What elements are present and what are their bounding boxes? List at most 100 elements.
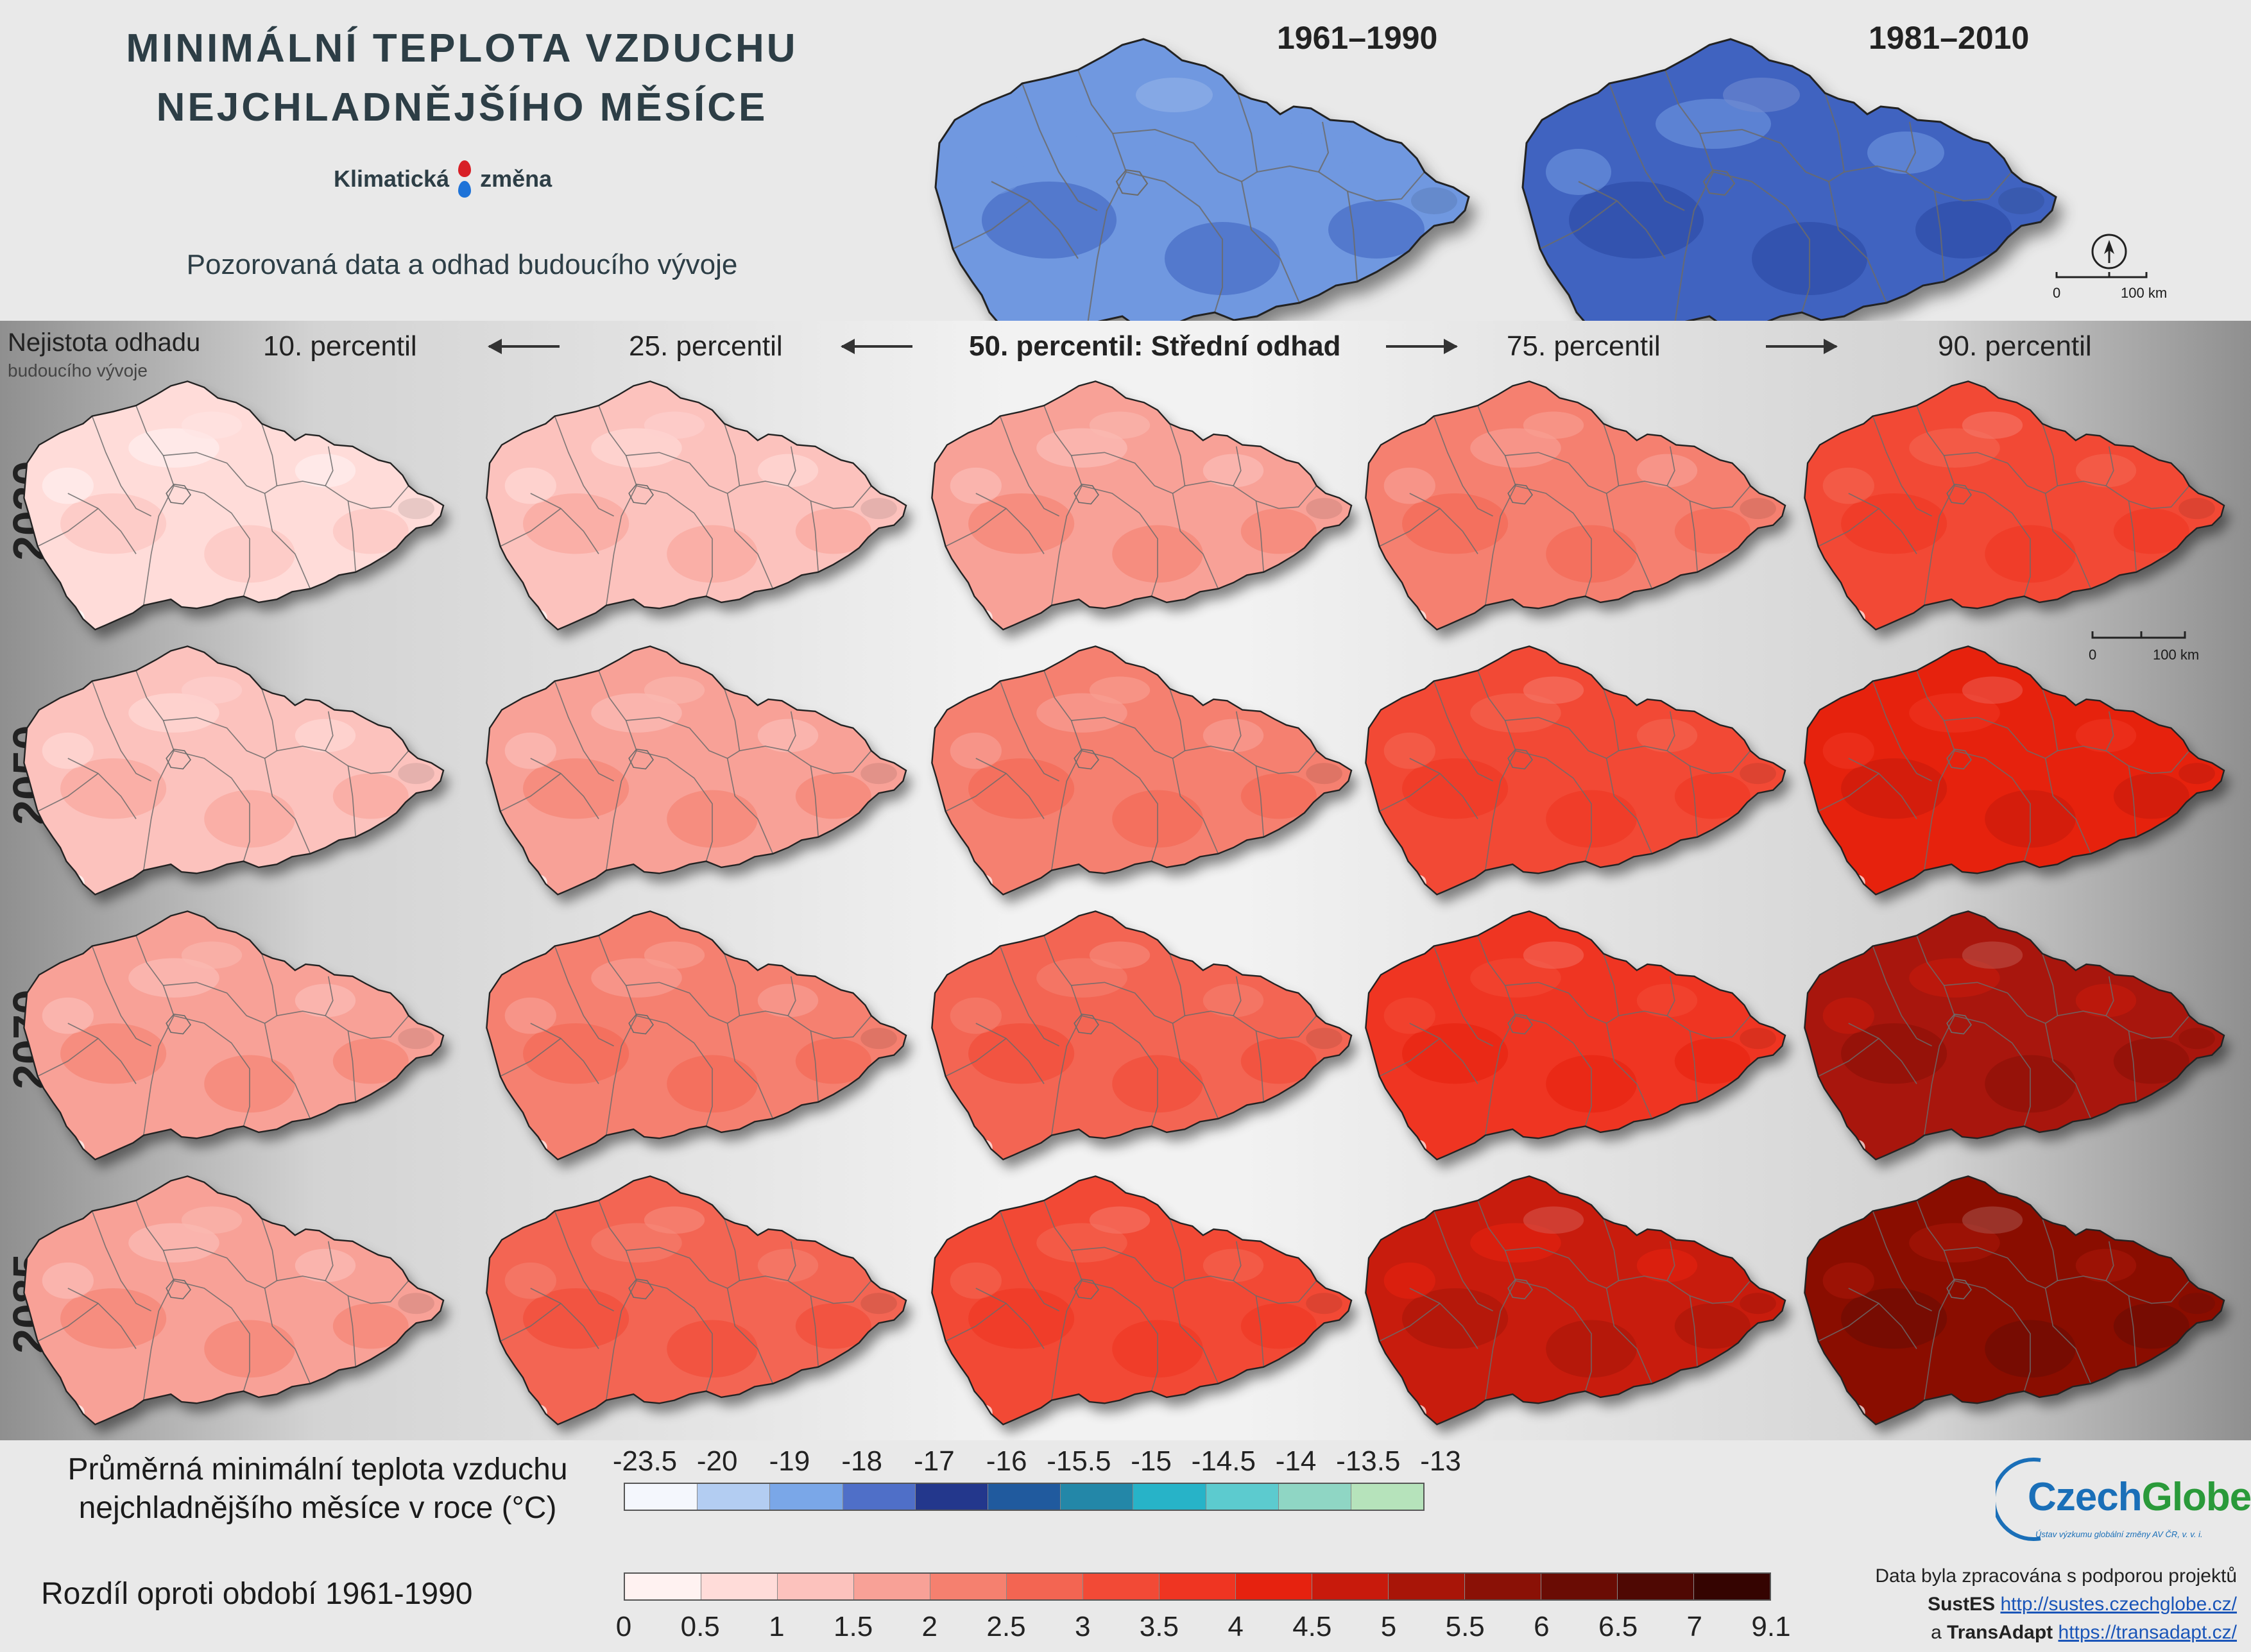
map-2070-col-5 — [1803, 910, 2227, 1162]
map-2070-col-1 — [22, 910, 447, 1162]
legend-absolute-title-2: nejchladnějšího měsíce v roce (°C) — [78, 1491, 557, 1525]
map-2050-col-4 — [1364, 645, 1788, 898]
legend-swatch — [1351, 1484, 1424, 1510]
map-2030-col-3 — [930, 380, 1355, 633]
map-2085-col-1 — [22, 1175, 447, 1427]
legend-tick-label: 0.5 — [680, 1611, 720, 1642]
legend-absolute-title-1: Průměrná minimální teplota vzduchu — [67, 1452, 568, 1486]
legend-tick-label: -14 — [1275, 1445, 1317, 1477]
legend-swatch — [625, 1574, 701, 1599]
map-2085-col-3 — [930, 1175, 1355, 1427]
legend-tick-label: 9.1 — [1751, 1611, 1791, 1642]
title-line-2: NEJCHLADNĚJŠÍHO MĚSÍCE — [156, 85, 768, 130]
legend-tick-label: -16 — [986, 1445, 1027, 1477]
legend-swatch — [1541, 1574, 1618, 1599]
map-2070-col-2 — [485, 910, 909, 1162]
title-line-1: MINIMÁLNÍ TEPLOTA VZDUCHU — [126, 26, 798, 71]
uncertainty-sublabel: budoucího vývoje — [8, 361, 148, 380]
legend-difference-title: Rozdíl oproti období 1961-1990 — [41, 1577, 473, 1611]
legend-tick-label: -18 — [841, 1445, 882, 1477]
column-header-10: 10. percentil — [263, 330, 417, 362]
legend-swatch — [698, 1484, 771, 1510]
legend-tick-label: -17 — [914, 1445, 955, 1477]
legend-tick-label: 3 — [1074, 1611, 1091, 1642]
legend-swatch — [1133, 1484, 1206, 1510]
legend-swatch — [1160, 1574, 1236, 1599]
legend-tick-label: 5.5 — [1445, 1611, 1485, 1642]
legend-tick-label: 2.5 — [986, 1611, 1026, 1642]
map-2085-col-5 — [1803, 1175, 2227, 1427]
legend-difference-colorbar — [624, 1572, 1771, 1601]
credits-link-1[interactable]: http://sustes.czechglobe.cz/ — [2000, 1594, 2237, 1615]
czech-map-svg — [1521, 38, 2057, 356]
map-2050-col-2 — [485, 645, 909, 898]
legend-tick-label: 2 — [921, 1611, 938, 1642]
scale-end: 100 km — [2121, 285, 2168, 301]
legend-tick-label: -15 — [1131, 1445, 1172, 1477]
legend-tick-label: -19 — [769, 1445, 810, 1477]
czech-map-svg — [1804, 645, 2225, 896]
legend-tick-label: -13.5 — [1336, 1445, 1401, 1477]
subtitle: Pozorovaná data a odhad budoucího vývoje — [186, 249, 738, 280]
legend-tick-label: 6.5 — [1598, 1611, 1638, 1642]
scale-bar-top: 0 100 km — [2050, 231, 2167, 302]
legend-tick-label: -15.5 — [1047, 1445, 1111, 1477]
czech-map-svg — [931, 910, 1353, 1161]
legend-swatch — [1618, 1574, 1694, 1599]
czech-map-svg — [1365, 645, 1786, 896]
map-2050-col-3 — [930, 645, 1355, 898]
legend-swatch — [1694, 1574, 1770, 1599]
czech-map-svg — [931, 1175, 1353, 1426]
scale-start: 0 — [2053, 285, 2061, 301]
legend-swatch — [778, 1574, 854, 1599]
drops-icon — [454, 157, 475, 201]
logo-wordmark-b: Globe — [2141, 1475, 2251, 1519]
credits-project-2: TransAdapt — [1947, 1622, 2053, 1643]
arrow-right-icon — [1766, 339, 1838, 354]
legend-tick-label: 5 — [1380, 1611, 1397, 1642]
legend-tick-label: 1 — [769, 1611, 785, 1642]
legend-swatch — [1236, 1574, 1312, 1599]
map-2030-col-1 — [22, 380, 447, 633]
legend-tick-label: -13 — [1420, 1445, 1461, 1477]
map-2070-col-3 — [930, 910, 1355, 1162]
map-2050-col-1 — [22, 645, 447, 898]
period-label-1: 1961–1990 — [1277, 20, 1438, 56]
czech-map-svg — [486, 1175, 907, 1426]
czech-map-svg — [1804, 380, 2225, 631]
legend-swatch — [1312, 1574, 1389, 1599]
legend-swatch — [1007, 1574, 1083, 1599]
legend-swatch — [1206, 1484, 1279, 1510]
column-header-25: 25. percentil — [629, 330, 783, 362]
legend-tick-label: -23.5 — [612, 1445, 678, 1477]
scale-bar-grid: 0 100 km — [2089, 629, 2199, 667]
legend-tick-label: 1.5 — [834, 1611, 873, 1642]
czech-map-svg — [1804, 910, 2225, 1161]
column-header-75: 75. percentil — [1507, 330, 1661, 362]
map-2070-col-4 — [1364, 910, 1788, 1162]
legend-tick-label: 0 — [615, 1611, 632, 1642]
czech-map-svg — [23, 645, 445, 896]
legend-tick-label: 4 — [1228, 1611, 1244, 1642]
north-arrow-icon — [2055, 234, 2148, 278]
globe-arc-icon — [1996, 1458, 2041, 1541]
logo-wordmark-a: Czech — [2028, 1475, 2143, 1519]
arrow-right-icon — [1386, 339, 1458, 354]
czech-map-svg — [1365, 910, 1786, 1161]
legend-swatch — [701, 1574, 778, 1599]
czech-map-svg — [486, 910, 907, 1161]
legend-tick-label: -20 — [696, 1445, 738, 1477]
column-header-90: 90. percentil — [1938, 330, 2092, 362]
legend-swatch — [930, 1574, 1007, 1599]
legend-tick-label: 7 — [1686, 1611, 1703, 1642]
period-label-2: 1981–2010 — [1869, 20, 2030, 56]
czech-map-svg — [23, 910, 445, 1161]
legend-swatch — [915, 1484, 988, 1510]
legend-swatch — [1278, 1484, 1351, 1510]
map-2085-col-2 — [485, 1175, 909, 1427]
brand-right-text: změna — [480, 166, 552, 192]
map-2030-col-5 — [1803, 380, 2227, 633]
credits-link-2[interactable]: https://transadapt.cz/ — [2058, 1622, 2237, 1643]
credits-line-1: Data byla zpracována s podporou projektů — [1875, 1565, 2237, 1587]
scale-start: 0 — [2089, 647, 2097, 663]
